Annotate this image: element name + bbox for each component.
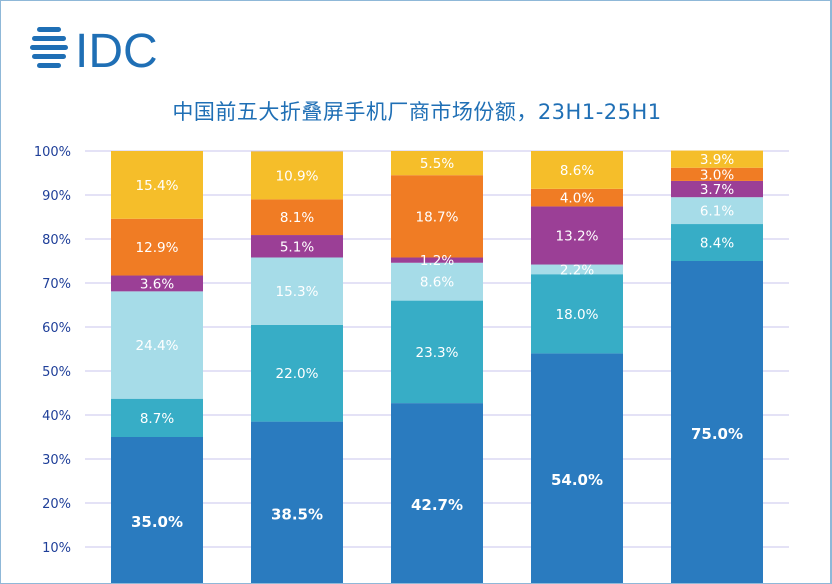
bars xyxy=(111,150,763,583)
data-label: 8.4% xyxy=(700,236,734,252)
data-label: 5.1% xyxy=(280,239,314,255)
bar-segment xyxy=(251,257,343,325)
y-tick-label: 90% xyxy=(42,189,71,204)
data-label: 10.9% xyxy=(276,168,319,184)
idc-logo: IDC xyxy=(30,25,158,75)
data-label: 3.6% xyxy=(140,276,174,292)
data-label: 5.5% xyxy=(420,156,454,172)
data-label: 8.1% xyxy=(280,210,314,226)
data-label: 15.4% xyxy=(136,178,179,194)
bar-segment xyxy=(531,353,623,583)
bar-segment xyxy=(391,300,483,404)
data-label: 3.0% xyxy=(700,167,734,183)
y-axis-ticks: 0%10%20%30%40%50%60%70%80%90%100% xyxy=(34,145,71,556)
data-label: 3.7% xyxy=(700,182,734,198)
bar-segment xyxy=(251,324,343,422)
bar-segment xyxy=(251,235,343,258)
bar-segment xyxy=(111,291,203,399)
data-label: 8.6% xyxy=(420,275,454,291)
data-label: 54.0% xyxy=(551,471,603,489)
data-label: 23.3% xyxy=(416,345,459,361)
bar-segment xyxy=(391,403,483,583)
y-tick-label: 70% xyxy=(42,277,71,292)
bar-segment xyxy=(671,261,763,583)
data-label: 12.9% xyxy=(136,240,179,256)
bar-segment xyxy=(111,218,203,276)
data-label: 4.0% xyxy=(560,191,594,207)
bar-segment xyxy=(671,224,763,261)
bar-segment xyxy=(251,421,343,583)
data-label: 1.2% xyxy=(420,253,454,269)
bar-segment xyxy=(111,275,203,292)
globe-icon xyxy=(30,27,68,68)
y-tick-label: 20% xyxy=(42,497,71,512)
bar-segment xyxy=(671,167,763,181)
bar-segment xyxy=(251,151,343,200)
y-tick-label: 40% xyxy=(42,409,71,424)
data-labels: 35.0% 8.7% 24.4% 3.6% 12.9% 15.4% 38.5% 22.0% 15… xyxy=(131,152,743,531)
data-label: 18.7% xyxy=(416,209,459,225)
bar-segment xyxy=(111,437,203,583)
data-label: 24.4% xyxy=(136,338,179,354)
y-tick-label: 50% xyxy=(42,365,71,380)
bar-segment xyxy=(531,206,623,265)
bar-segment xyxy=(531,274,623,354)
data-label: 35.0% xyxy=(131,513,183,531)
y-tick-label: 10% xyxy=(42,541,71,556)
data-label: 3.9% xyxy=(700,152,734,168)
y-tick-label: 100% xyxy=(34,145,71,160)
data-label: 15.3% xyxy=(276,284,319,300)
bar-segment xyxy=(391,175,483,258)
bar-segment xyxy=(391,262,483,301)
data-label: 22.0% xyxy=(276,366,319,382)
y-tick-label: 30% xyxy=(42,453,71,468)
data-label: 18.0% xyxy=(556,307,599,323)
bar-segment xyxy=(671,197,763,225)
bar-segment xyxy=(111,151,203,219)
bar-segment xyxy=(111,398,203,437)
bar-segment xyxy=(531,264,623,275)
data-label: 13.2% xyxy=(556,228,599,244)
y-tick-label: 80% xyxy=(42,233,71,248)
bar-segment xyxy=(391,151,483,176)
data-label: 6.1% xyxy=(700,204,734,220)
logo-text: IDC xyxy=(75,25,158,75)
bar-segment xyxy=(531,188,623,207)
chart-title: 中国前五大折叠屏手机厂商市场份额，23H1-25H1 xyxy=(172,100,662,124)
bar-segment xyxy=(391,257,483,263)
bar-segment xyxy=(671,150,763,168)
y-tick-label: 60% xyxy=(42,321,71,336)
bar-segment xyxy=(251,199,343,236)
data-label: 38.5% xyxy=(271,505,323,523)
bar-segment xyxy=(531,151,623,189)
data-label: 8.6% xyxy=(560,163,594,179)
data-label: 8.7% xyxy=(140,411,174,427)
bar-segment xyxy=(671,180,763,198)
data-label: 42.7% xyxy=(411,496,463,514)
data-label: 2.2% xyxy=(560,262,594,278)
data-label: 75.0% xyxy=(691,425,743,443)
